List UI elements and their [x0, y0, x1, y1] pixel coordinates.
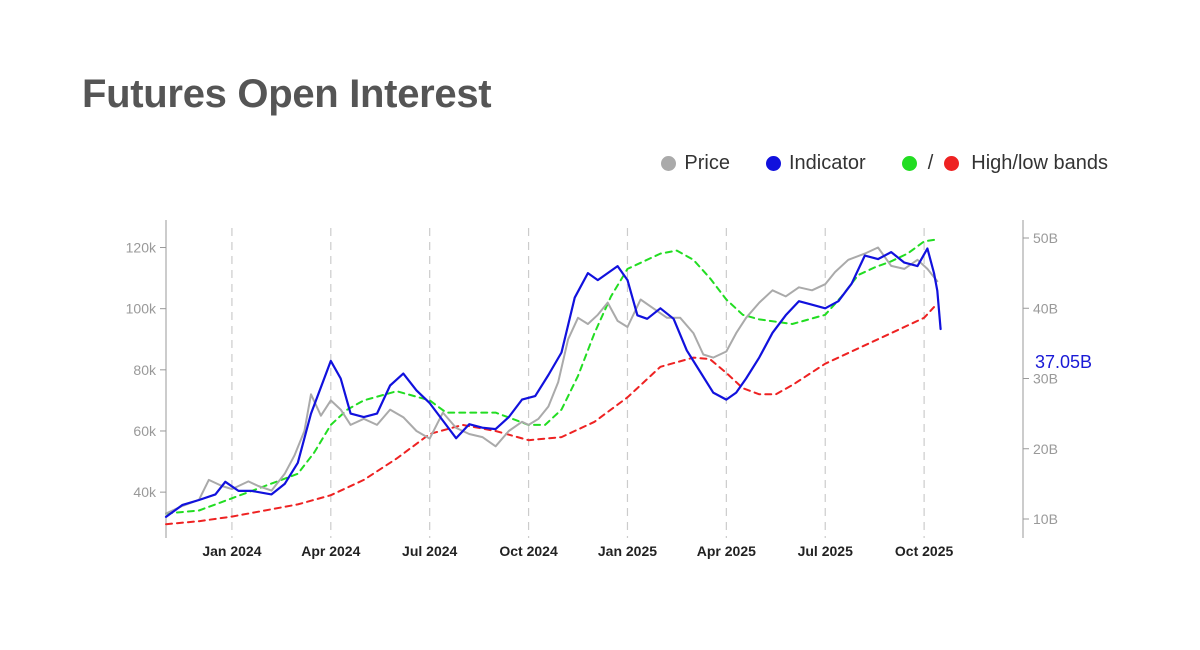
- right-tick-label: 40B: [1033, 300, 1058, 316]
- left-tick-label: 40k: [133, 484, 157, 500]
- x-tick-label: Oct 2024: [499, 543, 558, 559]
- page-title: Futures Open Interest: [82, 72, 492, 116]
- x-tick-label: Jul 2024: [402, 543, 457, 559]
- legend-item-bands[interactable]: / High/low bands: [901, 152, 1108, 175]
- axes: [160, 220, 1029, 538]
- low-band-line: [165, 306, 935, 526]
- low-band-dot-icon: [944, 156, 960, 171]
- legend-label-indicator: Indicator: [788, 152, 866, 174]
- right-tick-label: 50B: [1033, 230, 1058, 246]
- indicator-line: [164, 247, 942, 518]
- left-tick-label: 60k: [133, 423, 157, 439]
- x-tick-label: Apr 2025: [697, 543, 756, 559]
- right-tick-label: 30B: [1033, 371, 1058, 387]
- high-band-dot-icon: [901, 156, 917, 171]
- tick-labels: Jan 2024 Apr 2024 Jul 2024 Oct 2024 Jan 2025…: [126, 230, 1092, 559]
- right-tick-label: 10B: [1033, 511, 1058, 527]
- x-tick-label: Apr 2024: [301, 543, 360, 559]
- legend-label-price: Price: [684, 152, 730, 174]
- legend-item-price[interactable]: Price: [661, 152, 730, 175]
- left-tick-label: 100k: [126, 301, 157, 317]
- high-band-line: [165, 238, 935, 515]
- x-tick-label: Jan 2025: [598, 543, 657, 559]
- chart-legend: Price Indicator / High/low bands: [661, 152, 1108, 175]
- legend-slash: /: [927, 152, 934, 174]
- x-tick-label: Jul 2025: [798, 543, 853, 559]
- last-value-label: 37.05B: [1035, 352, 1092, 372]
- left-tick-label: 80k: [133, 362, 157, 378]
- gridlines: [231, 228, 925, 538]
- price-dot-icon: [661, 156, 677, 171]
- series-group: [164, 238, 942, 526]
- indicator-dot-icon: [765, 156, 781, 171]
- right-tick-label: 20B: [1033, 441, 1058, 457]
- x-tick-label: Jan 2024: [202, 543, 261, 559]
- legend-label-bands: High/low bands: [971, 152, 1108, 174]
- price-line: [165, 246, 939, 515]
- legend-item-indicator[interactable]: Indicator: [765, 152, 866, 175]
- left-tick-label: 120k: [126, 240, 157, 256]
- x-tick-label: Oct 2025: [895, 543, 954, 559]
